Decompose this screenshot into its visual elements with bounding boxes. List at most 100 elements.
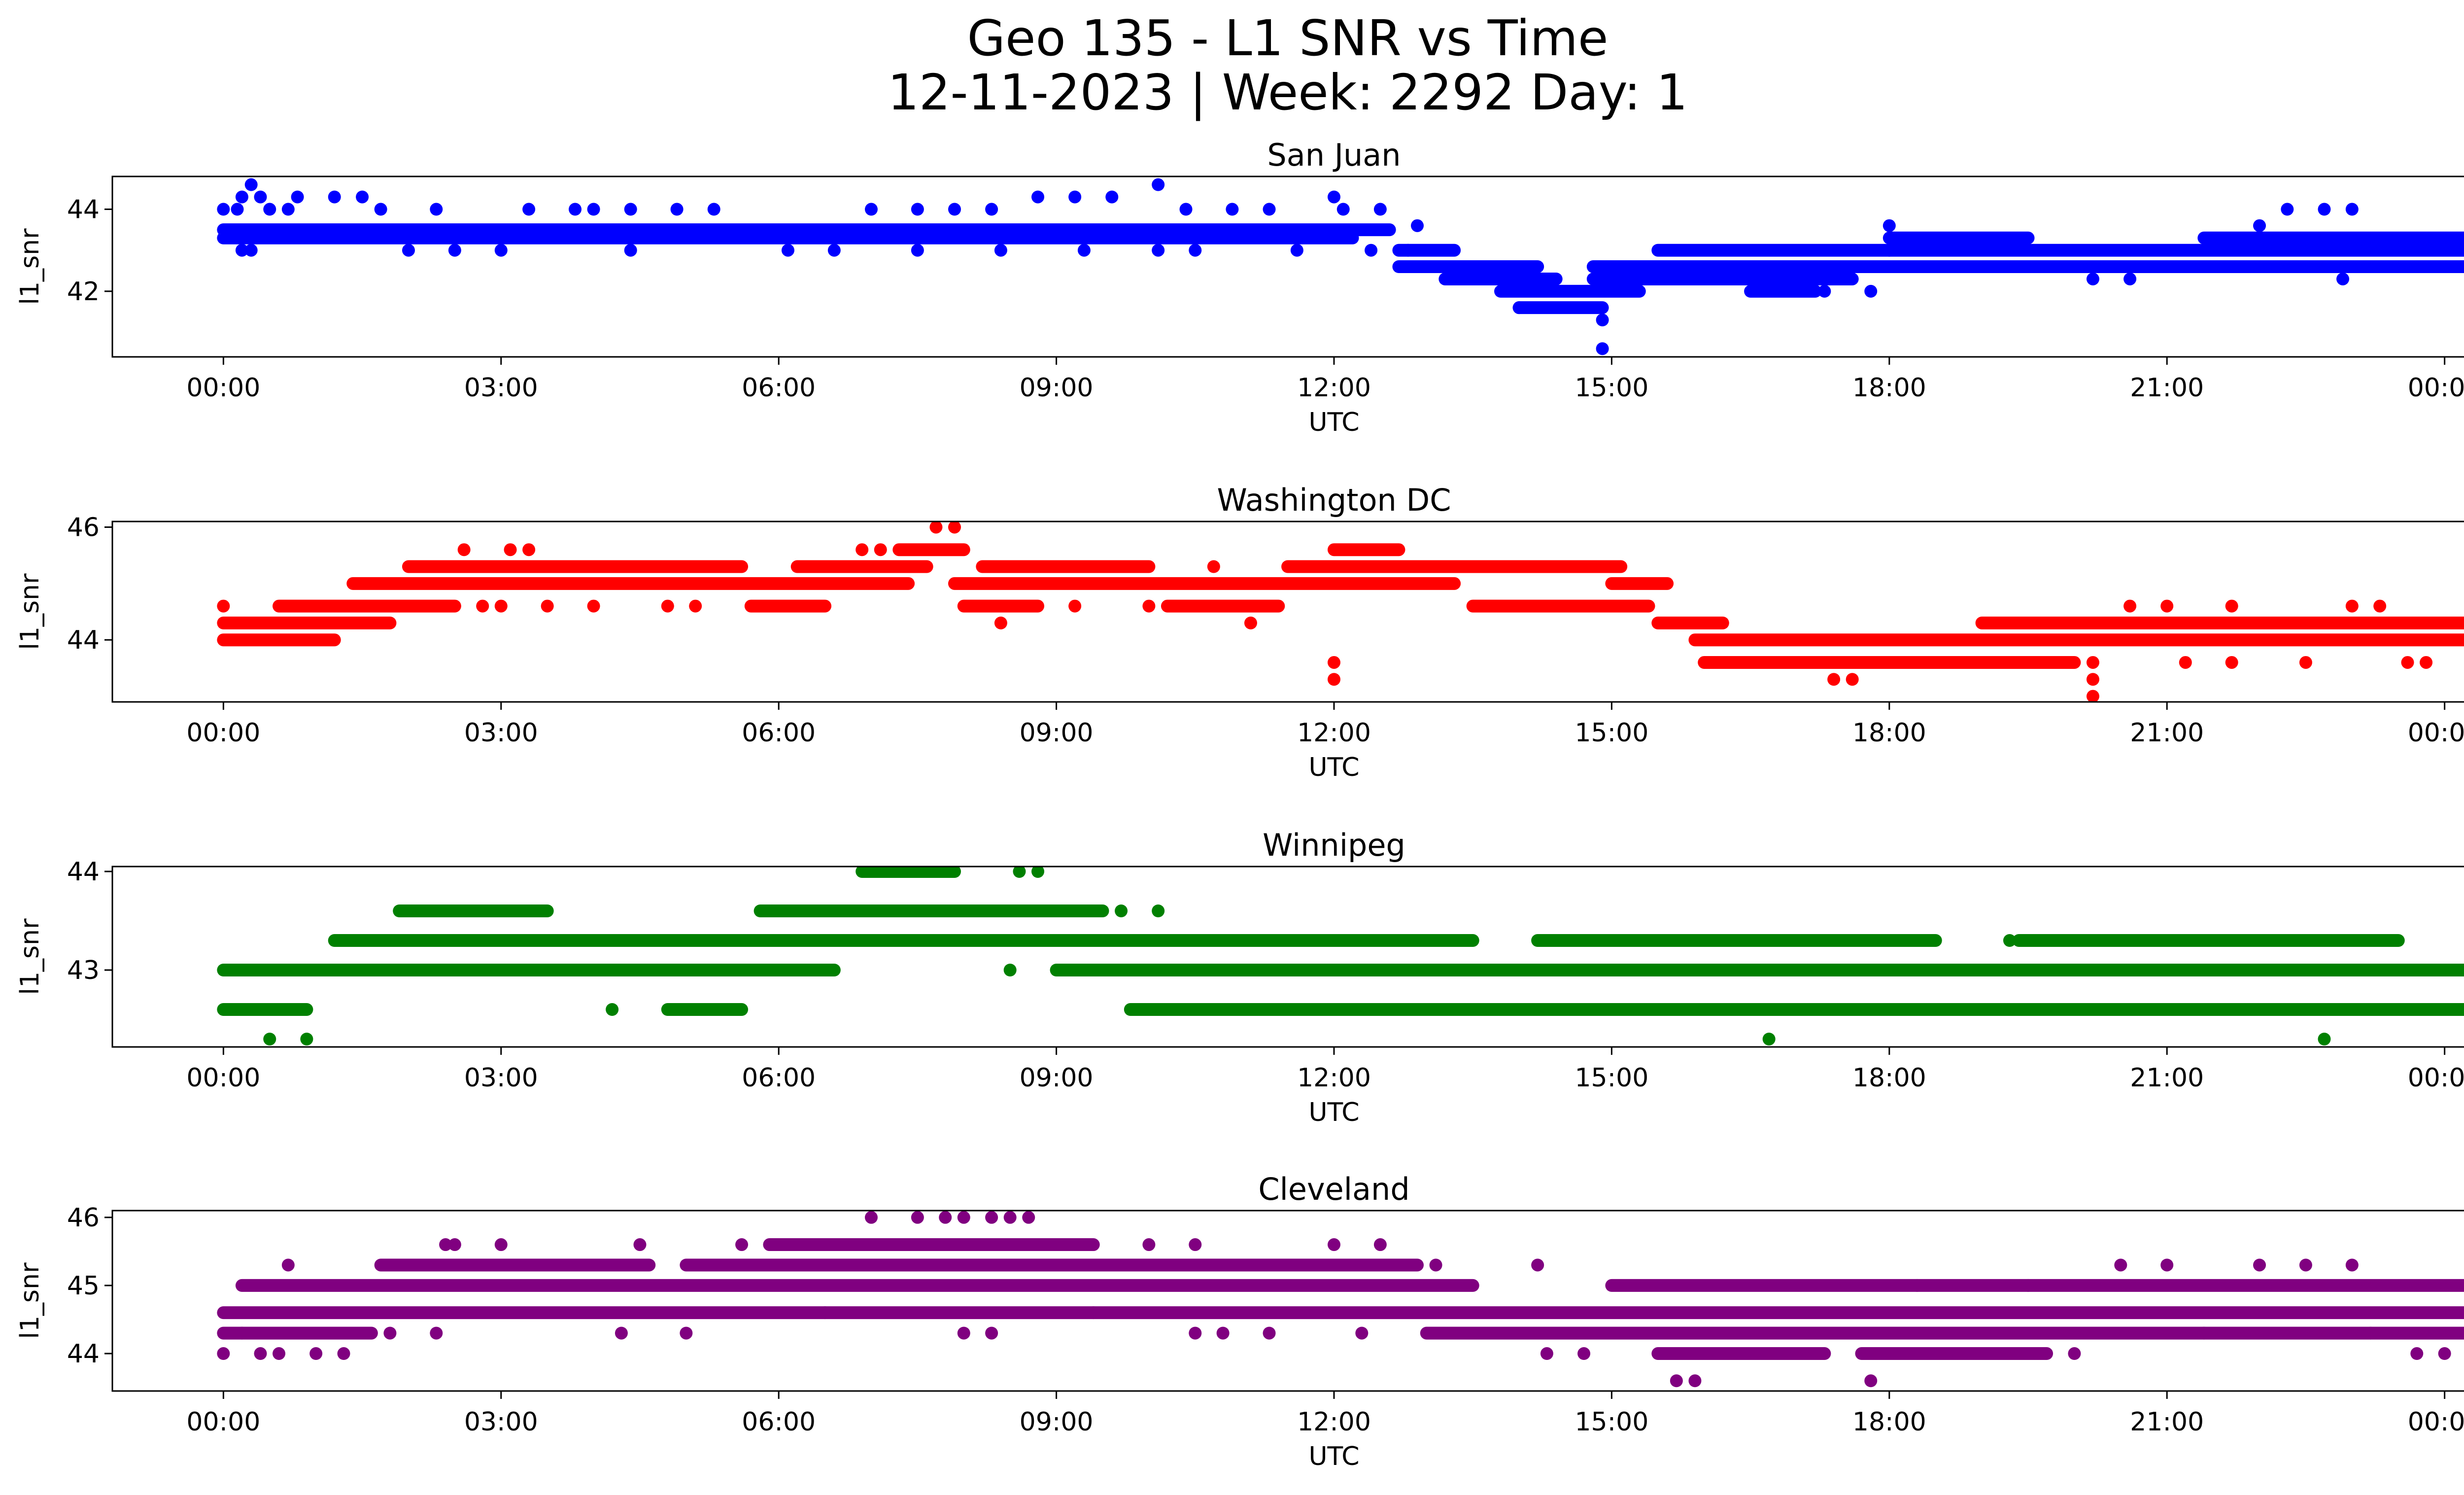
data-point [263, 203, 276, 216]
x-tick-label: 00:00 [2408, 1063, 2464, 1093]
data-point [929, 522, 943, 534]
data-point [217, 1347, 230, 1360]
data-point [231, 203, 244, 216]
data-point [633, 1238, 647, 1252]
data-point [439, 1238, 452, 1252]
data-point [2068, 1347, 2081, 1360]
data-point [1373, 1238, 1387, 1252]
data-point [2281, 203, 2294, 216]
data-point [356, 190, 369, 204]
data-point [2345, 1258, 2359, 1272]
data-point [569, 203, 582, 216]
y-tick-label: 44 [67, 857, 100, 887]
data-point [1429, 1258, 1442, 1272]
data-point [911, 203, 924, 216]
data-point [2401, 260, 2414, 273]
x-tick-label: 15:00 [1574, 1407, 1648, 1437]
x-axis-label: UTC [1308, 1098, 1359, 1127]
data-point [1226, 203, 1239, 216]
data-point [957, 1211, 970, 1224]
x-tick-label: 15:00 [1574, 373, 1648, 403]
data-point [1336, 203, 1350, 216]
data-point [2225, 656, 2238, 669]
x-tick-label: 15:00 [1574, 1063, 1648, 1093]
y-tick-label: 46 [67, 1203, 100, 1233]
data-point [1596, 313, 1609, 327]
x-tick-label: 21:00 [2130, 1407, 2204, 1437]
x-tick-label: 06:00 [742, 373, 816, 403]
data-point [615, 1326, 628, 1340]
y-axis-label: l1_snr [15, 918, 45, 995]
axes-frame [111, 1210, 2464, 1392]
data-point [1105, 190, 1119, 204]
y-tick-label: 42 [67, 277, 100, 307]
data-point [2021, 1279, 2035, 1292]
y-tick-label: 44 [67, 1339, 100, 1369]
data-point [1577, 1347, 1591, 1360]
data-point [1531, 1258, 1544, 1272]
data-point [430, 203, 443, 216]
data-point [1216, 1326, 1230, 1340]
y-axis-label: l1_snr [15, 228, 45, 305]
scatter-series [217, 1211, 2464, 1388]
data-point [864, 1211, 878, 1224]
data-point [587, 599, 600, 613]
data-point [1142, 599, 1156, 613]
data-point [281, 1258, 295, 1272]
data-point [827, 243, 841, 257]
data-point [1827, 673, 1841, 686]
data-point [1189, 243, 1202, 257]
data-point [707, 203, 720, 216]
data-point [2410, 1347, 2424, 1360]
subplot-title: Winnipeg [1263, 827, 1405, 863]
data-point [2179, 656, 2192, 669]
data-point [2299, 1258, 2312, 1272]
data-point [2086, 690, 2099, 702]
data-point [1365, 243, 1378, 257]
x-tick-label: 06:00 [742, 718, 816, 748]
data-point [939, 1211, 952, 1224]
scatter-series [217, 867, 2464, 1045]
data-point [1328, 1238, 1340, 1252]
data-point [217, 599, 230, 613]
data-point [1670, 1374, 1683, 1388]
data-point [235, 243, 248, 257]
data-point [985, 1211, 998, 1224]
data-point [1244, 616, 1257, 629]
data-point [2420, 656, 2433, 669]
y-tick-label: 45 [67, 1271, 100, 1301]
data-point [1152, 904, 1165, 917]
data-point [856, 543, 869, 556]
data-point [680, 1326, 693, 1340]
data-point [2086, 656, 2099, 669]
data-point [624, 243, 637, 257]
x-tick-label: 00:00 [186, 718, 260, 748]
x-tick-label: 00:00 [186, 1063, 260, 1093]
figure-title-line-2: 12-11-2023 | Week: 2292 Day: 1 [888, 64, 1687, 121]
data-point [2345, 599, 2359, 613]
data-point [1077, 243, 1091, 257]
x-axis-label: UTC [1308, 1442, 1359, 1471]
data-point [374, 203, 387, 216]
data-point [985, 203, 998, 216]
data-point [1189, 1238, 1202, 1252]
data-point [2336, 272, 2350, 285]
data-point [1911, 1279, 1924, 1292]
data-point [670, 203, 684, 216]
x-tick-label: 06:00 [742, 1407, 816, 1437]
data-point [522, 543, 536, 556]
data-point [994, 243, 1007, 257]
y-axis-label: l1_snr [15, 573, 45, 650]
data-point [1031, 190, 1045, 204]
data-point [1263, 203, 1276, 216]
data-point [1355, 1326, 1369, 1340]
data-point [2123, 599, 2137, 613]
data-point [624, 203, 637, 216]
subplots: San Juan 00:00 03:00 06:00 09:00 12:00 15:00 18… [15, 137, 2464, 1471]
x-tick-label: 00:00 [2408, 373, 2464, 403]
data-point [2318, 1033, 2331, 1045]
x-tick-label: 03:00 [464, 1407, 538, 1437]
data-point [2160, 599, 2174, 613]
x-tick-label: 00:00 [186, 373, 260, 403]
